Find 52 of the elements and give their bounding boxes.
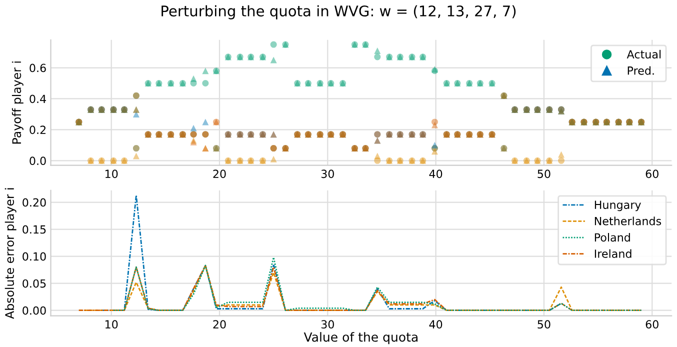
x-tick-label: 60 <box>646 320 658 329</box>
y-tick-label: 0.2 <box>30 126 46 134</box>
y-tick-label: 0.00 <box>22 306 46 315</box>
x-axis-title: Value of the quota <box>304 332 418 344</box>
point <box>132 110 140 118</box>
point <box>374 47 381 54</box>
x-tick-label: 40 <box>429 320 442 329</box>
x-tick-label: 50 <box>538 170 550 178</box>
line-series <box>100 194 562 312</box>
point <box>190 75 197 82</box>
legend-label: Ireland <box>594 249 632 258</box>
y-axis-title: Absolute error player i <box>4 188 16 319</box>
y-axis-title: Payoff player i <box>12 62 24 144</box>
point <box>558 151 565 158</box>
point <box>431 142 438 148</box>
point <box>558 157 565 164</box>
chart-title: Perturbing the quota in WVG: w = (12, 13, 27, 7) <box>162 5 516 20</box>
line-series <box>112 256 642 312</box>
x-tick-label: 60 <box>646 170 658 178</box>
point <box>190 124 197 132</box>
y-tick-label: 0.0 <box>30 156 46 166</box>
legend-label: Hungary <box>594 200 641 212</box>
point <box>374 152 381 160</box>
y-tick-label: 0.4 <box>30 94 46 104</box>
point <box>132 152 140 160</box>
x-tick-label: 40 <box>429 170 442 178</box>
x-tick-label: 20 <box>213 170 226 178</box>
x-tick-label: 50 <box>538 320 550 329</box>
point <box>374 54 381 60</box>
y-tick-label: 0.05 <box>22 279 46 288</box>
x-tick-label: 30 <box>321 320 334 329</box>
point <box>431 148 438 155</box>
legend-label: Pred. <box>628 66 654 75</box>
point <box>202 80 209 87</box>
point <box>431 122 438 128</box>
x-tick-label: 10 <box>105 170 118 178</box>
y-tick-label: 0.15 <box>22 225 46 234</box>
y-tick-label: 0.10 <box>22 252 46 261</box>
point <box>270 156 277 162</box>
legend-label: Netherlands <box>594 216 662 226</box>
line-series <box>78 264 642 312</box>
point <box>270 56 277 64</box>
point <box>202 118 209 126</box>
legend-label: Poland <box>594 232 630 242</box>
x-tick-label: 20 <box>213 320 226 329</box>
x-tick-label: 30 <box>321 170 334 178</box>
point <box>202 68 209 74</box>
x-tick-label: 10 <box>105 320 118 329</box>
point <box>270 41 277 48</box>
y-tick-label: 0.20 <box>22 198 46 207</box>
y-tick-label: 0.6 <box>30 64 46 72</box>
legend-label: Actual <box>626 50 661 59</box>
